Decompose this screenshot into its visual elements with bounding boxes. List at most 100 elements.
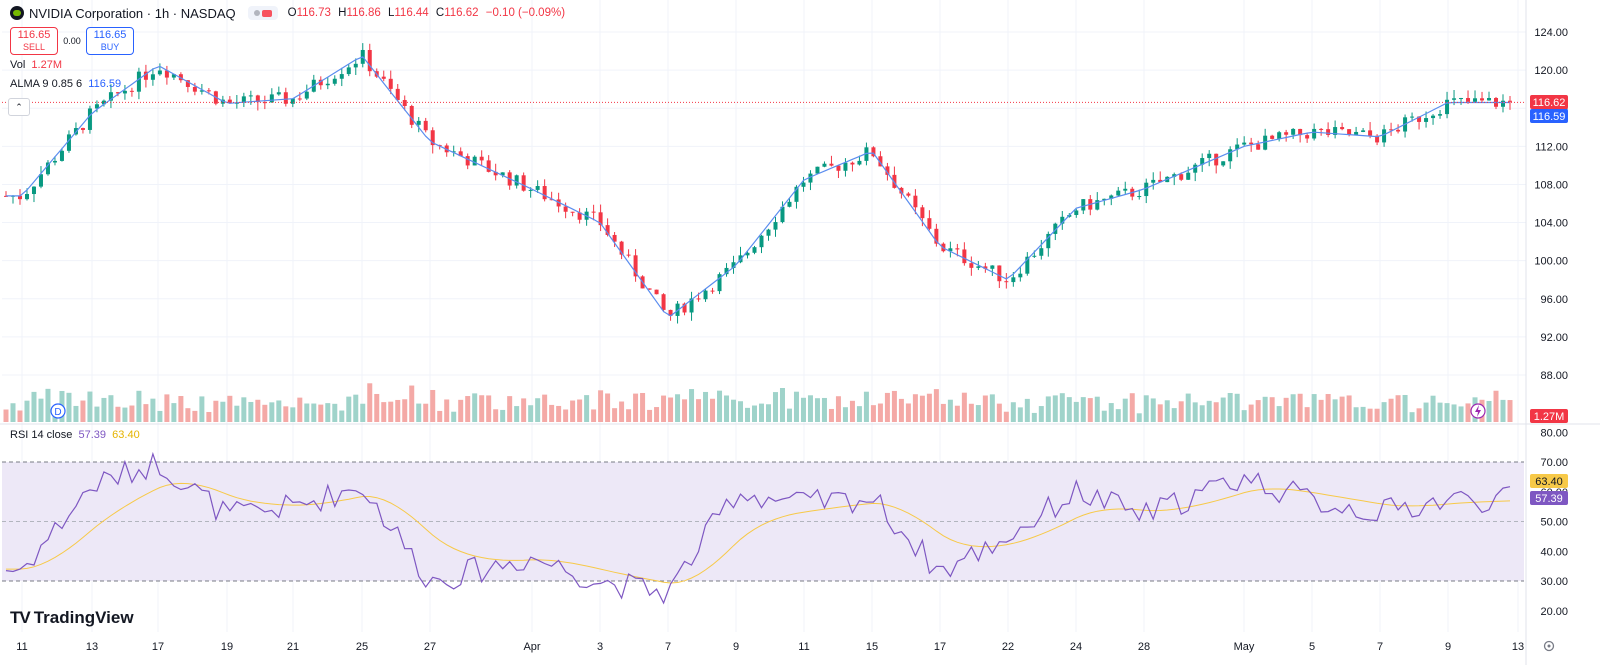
volume-bar (108, 395, 114, 422)
candle-body (1151, 179, 1156, 183)
candle-body (1060, 216, 1065, 224)
candle-body (87, 108, 92, 130)
candle-body (696, 298, 701, 300)
volume-bar (283, 406, 289, 422)
buy-button[interactable]: 116.65 BUY (86, 27, 134, 55)
volume-bar (1493, 390, 1499, 422)
candle-body (248, 95, 253, 97)
time-axis[interactable]: 11 13 17 19 21 25 27 Apr 3 7 9 11 15 17 22 24 28 May 5 7 9 13 (16, 641, 1524, 653)
candle-body (395, 88, 400, 101)
volume-bar (724, 395, 730, 422)
earnings-lightning-icon[interactable] (1470, 403, 1486, 419)
candle-body (724, 267, 729, 275)
candle-body (1508, 100, 1512, 102)
volume-bar (164, 394, 170, 422)
tradingview-logo[interactable]: TV TradingView (10, 608, 134, 627)
candle-body (1046, 233, 1051, 249)
volume-bar (814, 398, 820, 422)
trade-buttons: 116.65 SELL 0.00 116.65 BUY (10, 27, 134, 55)
volume-bar (381, 402, 387, 422)
candle-body (451, 151, 456, 153)
settings-gear-icon[interactable] (1543, 640, 1555, 652)
volume-bar (171, 403, 177, 422)
volume-bar (10, 403, 16, 422)
volume-bar (17, 410, 23, 422)
volume-bar (24, 400, 30, 422)
volume-bar (528, 405, 534, 422)
svg-text:1.27M: 1.27M (1534, 411, 1565, 423)
volume-bar (1157, 404, 1163, 422)
volume-bar (1339, 396, 1345, 422)
candle-body (458, 151, 463, 157)
candle-body (829, 163, 834, 166)
candle-body (801, 182, 806, 187)
alma-line (6, 56, 1510, 317)
candle-body (1312, 128, 1317, 139)
candle-body (297, 98, 302, 100)
candle-body (101, 100, 106, 105)
candle-body (969, 263, 974, 268)
candle-body (689, 298, 694, 313)
sell-button[interactable]: 116.65 SELL (10, 27, 58, 55)
rsi-legend[interactable]: RSI 14 close 57.39 63.40 (10, 429, 140, 441)
volume-bar (521, 398, 527, 422)
volume-bar (535, 398, 541, 422)
volume-bar (898, 398, 904, 422)
rsi-line (5, 451, 1511, 605)
volume-bar (1080, 397, 1086, 422)
volume-bar (1346, 395, 1352, 422)
candle-body (1319, 128, 1324, 130)
candle-body (115, 92, 120, 94)
candle-body (1382, 129, 1387, 143)
candle-body (766, 229, 771, 236)
candle-body (1242, 142, 1247, 145)
time-tick-label: 5 (1309, 641, 1315, 653)
candle-body (1389, 129, 1394, 131)
volume-bar (758, 403, 764, 422)
volume-bar (926, 393, 932, 422)
candle-body (1039, 248, 1044, 256)
time-tick-label: 7 (665, 641, 671, 653)
candle-body (990, 265, 995, 269)
symbol-title[interactable]: NVIDIA Corporation · 1h · NASDAQ (29, 5, 236, 21)
candle-body (913, 195, 918, 208)
volume-bar (1437, 402, 1443, 422)
volume-legend[interactable]: Vol 1.27M (10, 59, 62, 71)
volume-bar (1262, 396, 1268, 422)
volume-bar (1332, 399, 1338, 422)
volume-bar (1304, 407, 1310, 422)
volume-bar (1192, 402, 1198, 422)
candle-body (759, 235, 764, 248)
price-tick-label: 92.00 (1540, 332, 1568, 344)
candle-body (192, 86, 197, 92)
candle-body (1200, 158, 1205, 165)
volume-bar (1052, 395, 1058, 422)
spread-value: 0.00 (63, 36, 81, 46)
volume-bar (654, 407, 660, 422)
volume-bar (248, 401, 254, 422)
collapse-legend-button[interactable]: ⌃ (8, 98, 30, 116)
rsi-tick-label: 80.00 (1540, 427, 1568, 439)
candle-body (346, 67, 351, 75)
candle-body (710, 290, 715, 292)
volume-bar (856, 406, 862, 422)
volume-bar (1430, 395, 1436, 422)
volume-bar (157, 410, 163, 422)
volume-bar (1318, 399, 1324, 422)
price-axis[interactable]: 124.00120.00116.00112.00108.00104.00100.… (1534, 27, 1568, 382)
volume-bar (472, 393, 478, 422)
volume-bar (605, 393, 611, 422)
market-status-icon[interactable] (247, 6, 278, 20)
dividend-marker[interactable]: D (50, 403, 66, 419)
alma-legend[interactable]: ALMA 9 0.85 6 116.59 (10, 78, 122, 90)
volume-bar (793, 391, 799, 422)
volume-bar (1059, 393, 1065, 422)
volume-bar (1010, 402, 1016, 422)
candle-body (31, 186, 36, 195)
volume-bar (745, 407, 751, 422)
price-candles (4, 43, 1512, 324)
time-tick-label: Apr (523, 641, 540, 653)
candle-body (997, 265, 1002, 282)
